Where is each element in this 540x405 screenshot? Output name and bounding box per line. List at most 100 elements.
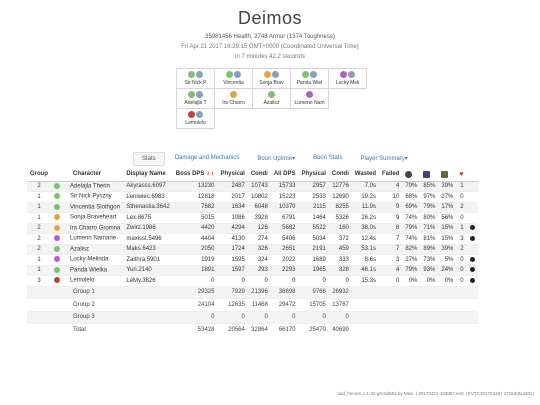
col-condi[interactable]: Condi (247, 168, 271, 182)
encounter-duration: in 7 minutes 42.2 seconds (235, 54, 305, 60)
player-card: Lemolelo (176, 108, 215, 129)
cell-physical: 1634 (217, 201, 248, 213)
cell-dead (466, 212, 478, 223)
cell-condi: 0 (247, 275, 271, 286)
cell-empty (402, 310, 421, 324)
cell-p1: 69% (402, 201, 421, 213)
specialization-icon (196, 71, 203, 78)
col-fury-icon[interactable] (438, 168, 457, 182)
player-card-name: Sonja Brav (259, 80, 284, 86)
cell-empty (466, 323, 478, 336)
player-card: Vincentia (214, 68, 253, 89)
player-icons (253, 71, 290, 79)
cell-character: Lumenn Namarie (51, 233, 124, 244)
cell-character: Lemolelo (51, 275, 124, 286)
tab-boon-stats[interactable]: Boon Stats (313, 155, 343, 161)
cell-failed: 8 (379, 222, 403, 234)
col-wasted[interactable]: Wasted (351, 168, 379, 182)
cell-display-name: Zwirz.1986 (123, 222, 173, 234)
cell-p2: 85% (420, 180, 439, 192)
cell-p3: 27% (438, 191, 457, 202)
player-slot-empty (329, 109, 367, 129)
tab-boon-uptime[interactable]: Boon Uptime▾ (257, 156, 296, 162)
cell-p4: 1 (456, 222, 467, 234)
cell-wasted: 38.0s (351, 222, 379, 234)
cell-boss-dps: 4404 (172, 233, 218, 244)
table-row[interactable]: 2 Lumenn Namarie maxisst.5496 4404 4130 274 54… (27, 233, 478, 244)
col-character[interactable]: Character (51, 168, 124, 182)
table-row[interactable]: 2 Azalisz Maks.6423 2050 1724 326 2651 2191 459 5… (27, 243, 478, 255)
col-all-physical[interactable]: Physical (298, 168, 329, 182)
col-physical[interactable]: Physical (217, 168, 248, 182)
cell-physical: 2487 (217, 180, 248, 192)
cell-empty (438, 285, 457, 299)
col-failed[interactable]: Failed (379, 168, 403, 182)
col-heart-icon[interactable]: ♥ (456, 168, 467, 182)
cell-group: 3 (27, 275, 51, 286)
col-boss-dps[interactable]: Boss DPS ⇃⇂ (172, 168, 218, 182)
cell-empty (351, 298, 379, 311)
player-card: Adelajla T (176, 88, 215, 109)
cell-physical: 7929 (217, 285, 248, 299)
col-gear-icon[interactable] (402, 168, 421, 182)
col-all-dps[interactable]: All DPS (270, 168, 299, 182)
cell-empty (351, 310, 379, 324)
cell-physical: 12635 (217, 298, 248, 311)
cell-group: 1 (27, 264, 51, 276)
cell-p1: 79% (402, 222, 421, 234)
player-grid-row: Sir Nick P Vincentia Sonja Brav Panda Wiel L… (176, 68, 367, 89)
cell-all-physical: 9766 (298, 285, 329, 299)
player-card: Sir Nick P (176, 68, 215, 89)
profession-icon (54, 235, 60, 242)
tab-player-summary[interactable]: Player Summary▾ (360, 156, 408, 162)
cell-display-name: Lex.8675 (123, 212, 173, 223)
cell-failed: 3 (379, 254, 403, 265)
tab-damage-mechanics[interactable]: Damage and Mechanics (174, 155, 240, 161)
specialization-icon (196, 91, 203, 98)
cell-group: 2 (27, 243, 51, 255)
table-row[interactable]: 1 Panda Wielka Yuri.2140 1891 1597 293 2293 196… (27, 264, 478, 276)
player-card-name: Vincentia (223, 80, 244, 86)
cell-p4: 1 (456, 180, 467, 192)
cell-all-dps: 0 (270, 275, 299, 286)
cell-p4: 0 (456, 254, 467, 265)
table-row[interactable]: 1 Sir Nick Pyszny Leniwiec.6983 12818 2017 10… (27, 191, 478, 202)
table-row[interactable]: 1 Sonja Braveheart Lex.8675 5015 1086 3928 679… (27, 212, 478, 223)
cell-p3: 15% (438, 233, 457, 244)
cell-display-name: Sthenastia.3642 (123, 201, 173, 213)
cell-all-physical: 1689 (298, 254, 329, 265)
profession-icon (54, 245, 60, 252)
specialization-icon (234, 71, 241, 78)
cell-boss-dps: 12818 (172, 191, 218, 202)
col-display-name[interactable]: Display Name (123, 168, 173, 182)
cell-empty (402, 285, 421, 299)
player-card-name: Adelajla T (184, 100, 207, 106)
col-might-icon[interactable] (420, 168, 439, 182)
cell-physical: 2017 (217, 191, 248, 202)
table-row[interactable]: 1 Vincentia Slothgon Sthenastia.3642 7682 16… (27, 201, 478, 213)
table-row[interactable]: 2 Ira Charro Gromna Zwirz.1986 4420 4294 126 5… (27, 222, 478, 234)
table-row[interactable]: 3 Lemolelo LeMy.3826 0 0 0 0 0 0 15.3s 0 0% 0% 0% 0 (27, 275, 478, 286)
cell-all-condi: 5326 (328, 212, 352, 223)
col-group[interactable]: Group (27, 168, 51, 182)
character-name: Lumenn Namarie (70, 236, 117, 243)
cell-p3: 15% (438, 222, 457, 234)
cell-empty (438, 298, 457, 311)
cell-wasted: 11.9s (351, 201, 379, 213)
cell-p2: 0% (420, 275, 439, 286)
group-label: Group 2 (51, 298, 124, 311)
table-row[interactable]: 2 Adelajla Therin Akyrasss.6097 13230 2487 10… (27, 180, 478, 192)
col-all-condi[interactable]: Condi (328, 168, 352, 182)
table-row[interactable]: 1 Lucky Melinda Zaithra.5901 1919 1595 324 202… (27, 254, 478, 265)
cell-all-dps: 2022 (270, 254, 299, 265)
cell-empty (123, 310, 173, 324)
cell-character: Lucky Melinda (51, 254, 124, 265)
cell-all-physical: 1965 (298, 264, 329, 276)
cell-all-dps: 36698 (270, 285, 299, 299)
cell-boss-dps: 53428 (172, 323, 218, 336)
tab-stats[interactable]: Stats (133, 152, 165, 166)
cell-all-physical: 2533 (298, 191, 329, 202)
cell-character: Panda Wielka (51, 264, 124, 276)
cell-display-name: Maks.6423 (123, 243, 173, 255)
cell-physical: 1597 (217, 264, 248, 276)
